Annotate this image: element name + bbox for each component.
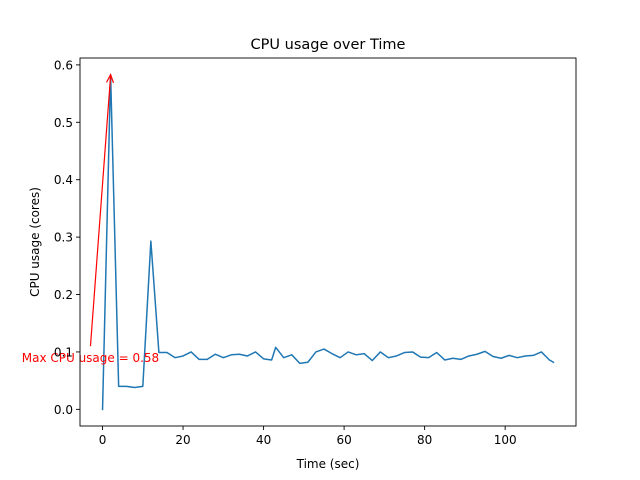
- x-tick-label: 0: [99, 433, 107, 447]
- annotation-arrow-line: [89, 75, 112, 347]
- x-tick-label: 40: [256, 433, 271, 447]
- x-tick-label: 60: [336, 433, 351, 447]
- y-tick-label: 0.3: [54, 231, 73, 245]
- chart-title: CPU usage over Time: [251, 37, 406, 53]
- x-tick-label: 80: [417, 433, 432, 447]
- x-axis-label: Time (sec): [296, 457, 360, 471]
- y-tick-label: 0.1: [54, 345, 73, 359]
- y-axis-label: CPU usage (cores): [28, 187, 42, 297]
- y-tick-label: 0.6: [54, 58, 73, 72]
- x-tick-label: 100: [494, 433, 517, 447]
- x-tick-label: 20: [175, 433, 190, 447]
- y-tick-label: 0.0: [54, 403, 73, 417]
- y-tick-label: 0.5: [54, 116, 73, 130]
- annotation-arrow-head: [105, 73, 115, 84]
- plot-area: Max CPU usage = 0.58 0 20 40 60 80 100 0.0 0.1 0.…: [22, 57, 577, 447]
- y-tick-label: 0.4: [54, 173, 73, 187]
- annotation-text: Max CPU usage = 0.58: [22, 351, 159, 365]
- y-tick-label: 0.2: [54, 288, 73, 302]
- axes-frame: [79, 57, 577, 427]
- series-line-0: [101, 73, 555, 411]
